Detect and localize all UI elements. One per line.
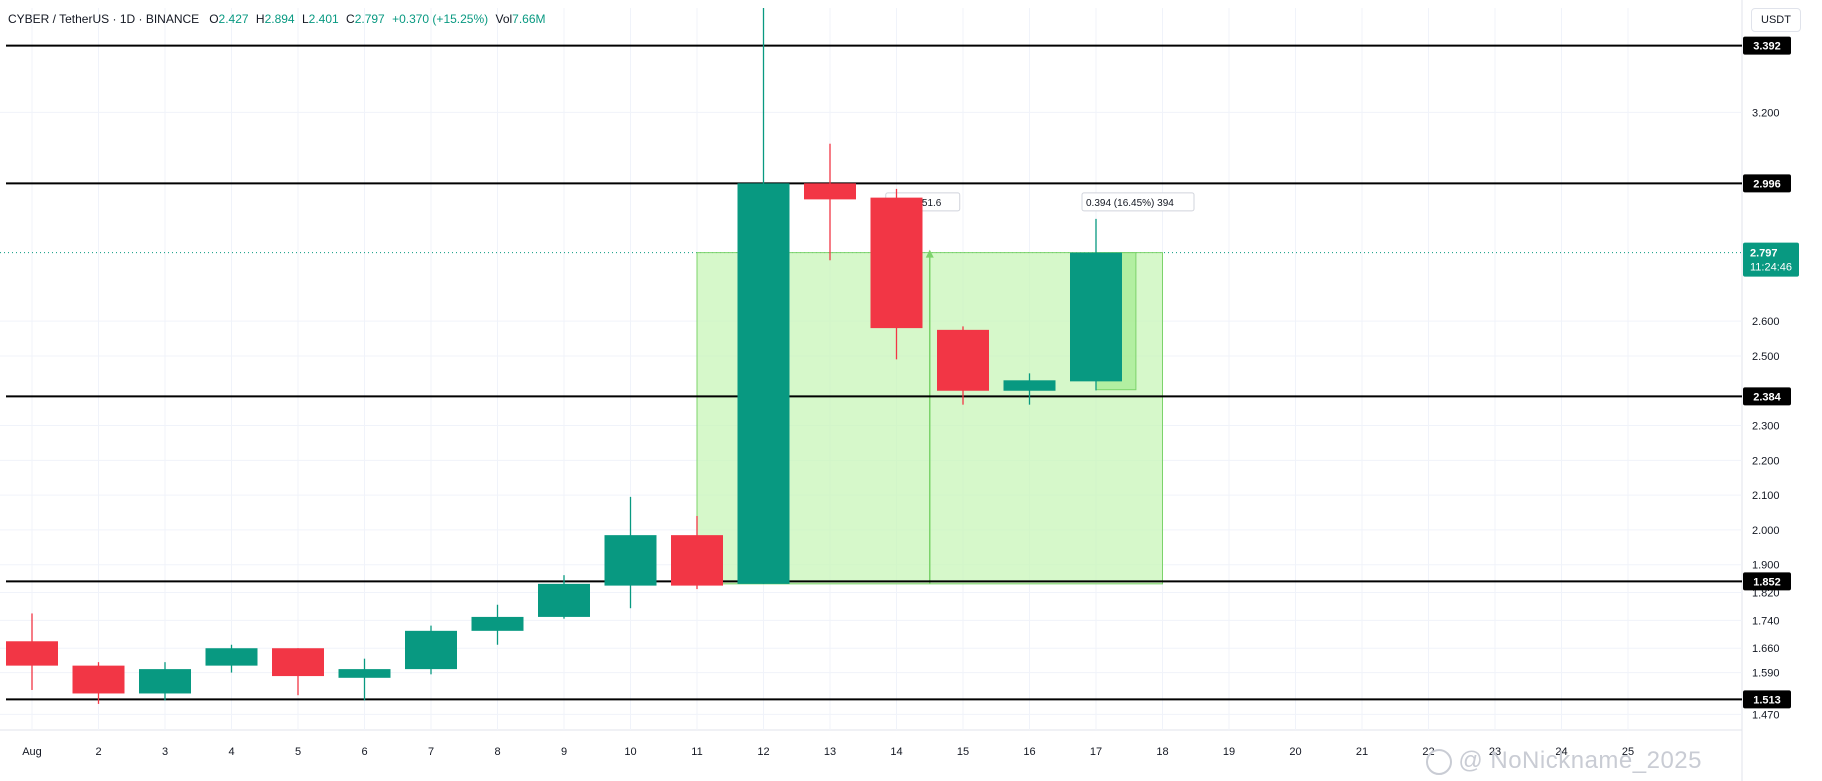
time-tick-label: 4 bbox=[228, 746, 234, 758]
candle-down bbox=[272, 648, 324, 677]
time-tick-label: 16 bbox=[1023, 746, 1035, 758]
time-tick-label: 24 bbox=[1555, 746, 1567, 758]
watermark-logo-icon bbox=[1426, 748, 1453, 775]
price-tick-label: 2.000 bbox=[1752, 525, 1780, 537]
time-tick-label: Aug bbox=[22, 746, 42, 758]
price-tick-label: 1.660 bbox=[1752, 643, 1780, 655]
candle-up bbox=[737, 183, 790, 584]
level-label: 2.996 bbox=[1753, 178, 1781, 190]
candle-up bbox=[471, 616, 524, 631]
time-tick-label: 14 bbox=[890, 746, 902, 758]
candles bbox=[6, 8, 1122, 704]
candle-down bbox=[72, 665, 125, 694]
candle-down bbox=[671, 535, 723, 586]
price-tick-label: 1.470 bbox=[1752, 709, 1780, 721]
time-tick-label: 5 bbox=[295, 746, 301, 758]
current-price-label: 2.797 bbox=[1750, 248, 1778, 260]
time-tick-label: 18 bbox=[1156, 746, 1168, 758]
price-tick-label: 2.100 bbox=[1752, 490, 1780, 502]
price-tick-label: 1.590 bbox=[1752, 668, 1780, 680]
candle-up bbox=[604, 535, 657, 586]
candle-down bbox=[6, 641, 58, 666]
currency-button[interactable]: USDT bbox=[1751, 8, 1801, 32]
countdown-label: 11:24:46 bbox=[1750, 262, 1792, 274]
level-label-bg bbox=[1743, 174, 1791, 193]
time-axis[interactable]: Aug 2 3 4 5 6 7 8 9 10 11 12 13 14 15 16 17 18 19 20 21 22 23 2… bbox=[22, 746, 1634, 758]
price-tick-label: 3.200 bbox=[1752, 107, 1780, 119]
time-tick-label: 12 bbox=[757, 746, 769, 758]
low-key: L bbox=[301, 12, 309, 26]
time-tick-label: 3 bbox=[162, 746, 168, 758]
time-tick-label: 9 bbox=[561, 746, 567, 758]
open-value: 2.427 bbox=[218, 12, 249, 26]
watermark-text: @ NoNickname_2025 bbox=[1458, 747, 1702, 774]
candle-up bbox=[1070, 252, 1122, 382]
time-tick-label: 13 bbox=[824, 746, 836, 758]
price-tick-label: 2.600 bbox=[1752, 316, 1780, 328]
time-tick-label: 19 bbox=[1223, 746, 1235, 758]
change-value: +0.370 (+15.25%) bbox=[392, 12, 489, 26]
price-tick-label: 2.200 bbox=[1752, 455, 1780, 467]
candle-down bbox=[937, 329, 989, 391]
level-label-bg bbox=[1743, 36, 1791, 55]
level-label-bg bbox=[1743, 387, 1791, 406]
candle-up bbox=[139, 669, 191, 694]
candle-up bbox=[338, 669, 391, 678]
time-tick-label: 7 bbox=[428, 746, 434, 758]
price-tick-label: 1.900 bbox=[1752, 560, 1780, 572]
price-tick-label: 1.740 bbox=[1752, 615, 1780, 627]
candle-down bbox=[870, 197, 923, 329]
price-tick-label: 2.500 bbox=[1752, 351, 1780, 363]
time-tick-label: 11 bbox=[691, 746, 702, 758]
symbol-legend: CYBER / TetherUS · 1D · BINANCE O2.427 H… bbox=[8, 12, 546, 26]
close-value: 2.797 bbox=[354, 12, 385, 26]
volume-value: 7.66M bbox=[512, 12, 546, 26]
level-label: 1.513 bbox=[1753, 694, 1781, 706]
watermark: @ NoNickname_2025 bbox=[1426, 747, 1702, 775]
time-tick-label: 21 bbox=[1356, 746, 1368, 758]
price-tick-label: 2.300 bbox=[1752, 421, 1780, 433]
level-label: 2.384 bbox=[1753, 391, 1781, 403]
time-tick-label: 17 bbox=[1090, 746, 1102, 758]
time-tick-label: 15 bbox=[957, 746, 969, 758]
current-price-label-bg bbox=[1743, 242, 1799, 277]
candle-up bbox=[205, 648, 258, 666]
level-label: 1.852 bbox=[1753, 576, 1781, 588]
candle-up bbox=[538, 583, 590, 617]
measure-label-2-bg bbox=[1081, 192, 1195, 212]
level-label-bg bbox=[1743, 572, 1791, 591]
time-tick-label: 8 bbox=[494, 746, 500, 758]
level-label: 3.392 bbox=[1753, 41, 1781, 53]
time-tick-label: 25 bbox=[1622, 746, 1634, 758]
volume-key: Vol bbox=[495, 12, 513, 26]
candle-up bbox=[1003, 380, 1056, 391]
candle-up bbox=[405, 630, 457, 670]
horizontal-lines[interactable] bbox=[6, 44, 1742, 701]
close-key: C bbox=[346, 12, 355, 26]
symbol-name[interactable]: CYBER / TetherUS · 1D · BINANCE bbox=[8, 12, 200, 26]
time-tick-label: 6 bbox=[361, 746, 367, 758]
candle-down bbox=[804, 183, 856, 200]
level-label-bg bbox=[1743, 690, 1791, 709]
price-tick-label: 1.820 bbox=[1752, 588, 1780, 600]
high-value: 2.894 bbox=[264, 12, 295, 26]
time-tick-label: 10 bbox=[624, 746, 636, 758]
time-tick-label: 20 bbox=[1289, 746, 1301, 758]
measure-label-2: 0.394 (16.45%) 394 bbox=[1086, 198, 1174, 209]
measure-arrow-1-icon bbox=[925, 249, 934, 258]
low-value: 2.401 bbox=[308, 12, 339, 26]
time-tick-label: 23 bbox=[1489, 746, 1501, 758]
time-tick-label: 2 bbox=[95, 746, 101, 758]
price-axis[interactable]: 3.200 2.600 2.500 2.300 2.200 2.100 2.000 1.900… bbox=[1743, 36, 1799, 722]
open-key: O bbox=[209, 12, 219, 26]
high-key: H bbox=[255, 12, 265, 26]
